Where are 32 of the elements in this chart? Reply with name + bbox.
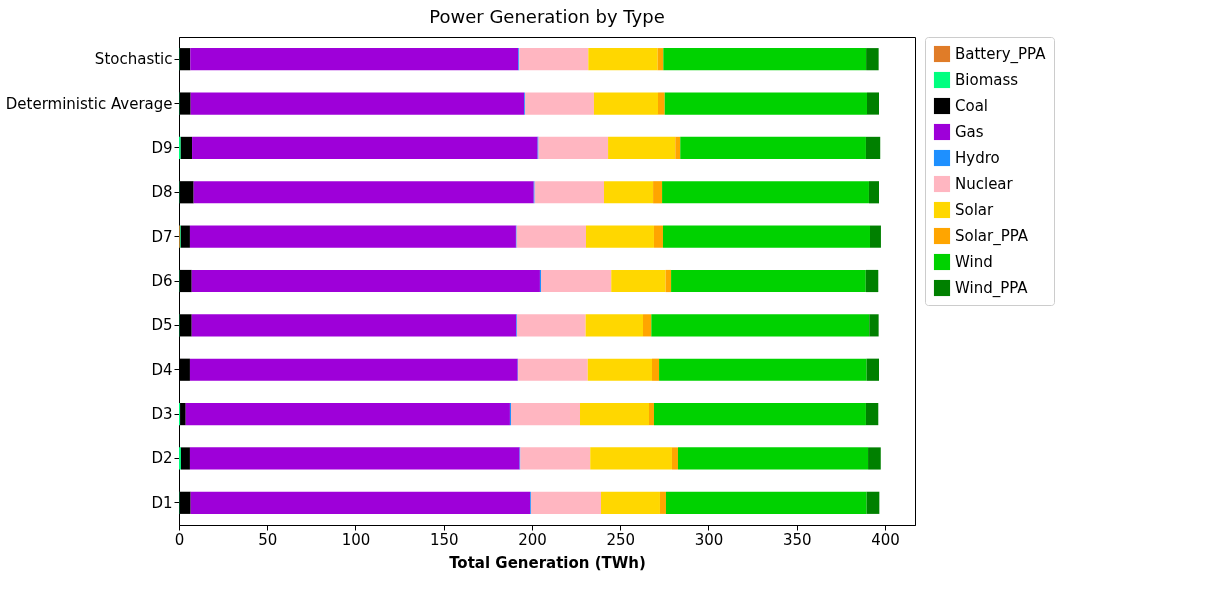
x-tick-label: 100 [341, 530, 371, 549]
x-tick-label: 50 [258, 530, 278, 549]
legend-label: Solar [955, 201, 995, 219]
x-tick-label: 0 [174, 530, 185, 549]
x-tick-label: 400 [871, 530, 900, 549]
legend-label: Coal [955, 97, 989, 115]
x-tick-label: 300 [694, 530, 724, 549]
y-tick-label: D3 [151, 405, 173, 424]
y-tick-label: Stochastic [94, 50, 173, 69]
x-tick-label: 250 [606, 530, 636, 549]
legend-label: Nuclear [955, 175, 1014, 193]
y-tick-label: D6 [151, 272, 173, 290]
y-tick-label: Deterministic Average [5, 94, 173, 113]
legend-label: Wind_PPA [955, 279, 1029, 298]
y-tick-label: D8 [151, 183, 173, 202]
y-tick-label: D4 [151, 360, 173, 379]
legend-label: Wind [955, 253, 993, 271]
x-axis-title: Total Generation (TWh) [449, 553, 646, 572]
legend-label: Gas [955, 123, 984, 141]
y-tick-label: D7 [151, 227, 173, 246]
y-tick-label: D1 [151, 493, 173, 512]
legend-label: Solar_PPA [955, 227, 1029, 246]
y-tick-label: D9 [151, 138, 173, 157]
legend-label: Hydro [955, 149, 1000, 167]
x-tick-label: 150 [429, 530, 459, 549]
x-tick-label: 200 [518, 530, 547, 549]
chart-title: Power Generation by Type [429, 5, 665, 27]
legend-label: Biomass [955, 71, 1019, 89]
legend-label: Battery_PPA [955, 45, 1047, 64]
y-tick-label: D5 [151, 316, 173, 335]
y-tick-label: D2 [151, 449, 173, 468]
x-tick-label: 350 [782, 530, 812, 549]
